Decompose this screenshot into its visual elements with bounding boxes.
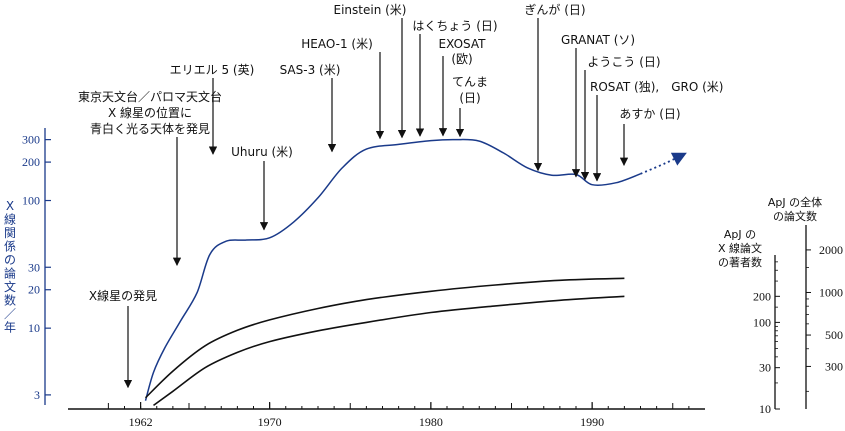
right-outer-tick-label: 300 xyxy=(825,359,843,373)
annotation: あすか (日) xyxy=(619,107,681,167)
annotation-label: 東京天文台／パロマ天文台 X 線星の位置に青白く光る天体を発見 xyxy=(78,89,222,136)
annotation-label: EXOSAT (欧) xyxy=(439,37,487,66)
series-line-apj-xray-authors xyxy=(153,295,625,407)
annotation-label: Einstein (米) xyxy=(334,3,407,17)
series-layer xyxy=(144,138,687,407)
left-tick-label: 10 xyxy=(28,321,40,335)
series-line-apj-total-papers xyxy=(144,277,625,399)
right-outer-tick-label: 1000 xyxy=(819,285,843,299)
left-tick-label: 3 xyxy=(34,388,40,402)
x-tick-label: 1980 xyxy=(419,415,443,429)
annotation: Uhuru (米) xyxy=(231,145,293,231)
right-inner-tick-label: 200 xyxy=(753,289,771,303)
annotation: てんま(日) xyxy=(452,75,488,138)
annotation: Einstein (米) xyxy=(334,3,407,139)
annotation: SAS-3 (米) xyxy=(280,63,341,153)
x-tick-label: 1990 xyxy=(580,415,604,429)
annotation-label: GRANAT (ソ) xyxy=(561,33,635,47)
annotation: GRANAT (ソ) xyxy=(561,33,635,178)
annotation-label: ようこう (日) xyxy=(587,55,660,69)
annotation-label: HEAO-1 (米) xyxy=(301,37,373,51)
annotation-label: エリエル 5 (英) xyxy=(170,63,255,77)
x-tick-label: 1970 xyxy=(258,415,282,429)
annotation-layer: X線星の発見 東京天文台／パロマ天文台 X 線星の位置に青白く光る天体を発見 エリエル… xyxy=(78,2,723,389)
annotation: EXOSAT (欧) xyxy=(439,37,487,137)
left-tick-label: 20 xyxy=(28,283,40,297)
left-tick-label: 30 xyxy=(28,260,40,274)
right-inner-tick-label: 30 xyxy=(759,361,771,375)
series-line-papers-per-year xyxy=(144,138,641,401)
annotation-label: ぎんが (日) xyxy=(524,2,585,17)
annotation: 東京天文台／パロマ天文台 X 線星の位置に青白く光る天体を発見 xyxy=(78,89,222,266)
annotation-label: あすか (日) xyxy=(619,107,680,121)
annotation: ぎんが (日) xyxy=(524,2,586,172)
annotation: ROSAT (独), GRO (米) xyxy=(590,80,723,182)
x-tick-label: 1962 xyxy=(129,415,153,429)
series-line-papers-projection xyxy=(640,152,687,175)
left-tick-label: 300 xyxy=(22,133,40,147)
axes-layer: 1962 1970 1980 1990 3 10 20 30 100 200 300 X 線関係の論文数… xyxy=(4,128,843,429)
annotation-label: SAS-3 (米) xyxy=(280,63,341,77)
annotation: X線星の発見 xyxy=(89,288,157,389)
right-inner-tick-label: 100 xyxy=(753,315,771,329)
annotation: ようこう (日) xyxy=(580,55,661,181)
right-outer-axis-label: ApJ の全体の論文数 xyxy=(768,195,822,223)
right-outer-tick-label: 2000 xyxy=(819,243,843,257)
annotation-label: はくちょう (日) xyxy=(412,19,497,33)
left-axis-label: X 線関係の論文数／年 xyxy=(4,199,16,335)
right-outer-tick-label: 500 xyxy=(825,328,843,342)
annotation-label: Uhuru (米) xyxy=(231,145,293,159)
annotation: はくちょう (日) xyxy=(412,19,498,137)
annotation-label: てんま(日) xyxy=(452,75,488,105)
annotation: エリエル 5 (英) xyxy=(170,63,255,155)
annotation-label: ROSAT (独), GRO (米) xyxy=(590,80,723,94)
left-tick-label: 100 xyxy=(22,194,40,208)
annotation: HEAO-1 (米) xyxy=(301,37,385,140)
right-inner-tick-label: 10 xyxy=(759,402,771,416)
annotation-label: X線星の発見 xyxy=(89,288,157,303)
left-tick-label: 200 xyxy=(22,155,40,169)
